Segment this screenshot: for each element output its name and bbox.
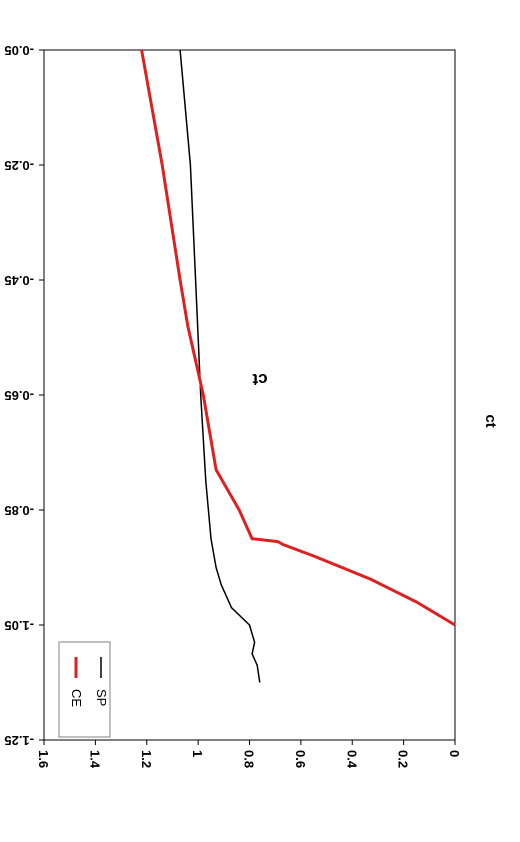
legend-label-ce: CE bbox=[69, 689, 84, 707]
y-tick-label: 1.4 bbox=[87, 750, 102, 769]
y-tick-label: 1.6 bbox=[36, 750, 51, 768]
x-tick-label: -0.85 bbox=[4, 503, 34, 518]
series-line-ce bbox=[140, 49, 456, 627]
y-tick-label: 0.2 bbox=[396, 750, 411, 768]
y-tick-label: 0.8 bbox=[242, 750, 257, 768]
legend-label-sp: SP bbox=[94, 689, 109, 706]
x-tick-label: -0.05 bbox=[4, 43, 34, 58]
y-tick-label: 1 bbox=[190, 750, 205, 757]
x-axis: -1.25 -1.05 -0.85 -0.65 -0.45 -0.25 -0.05 bbox=[4, 43, 44, 748]
y-tick-label: 0.6 bbox=[293, 750, 308, 768]
series-group bbox=[140, 49, 456, 683]
x-tick-label: -1.05 bbox=[4, 618, 34, 633]
series-line-sp bbox=[179, 49, 261, 683]
y-axis-title: ct bbox=[482, 414, 499, 427]
y-tick-label: 1.2 bbox=[139, 750, 154, 768]
legend-entry-sp: SP bbox=[94, 657, 109, 706]
x-tick-label: -0.25 bbox=[4, 158, 34, 173]
legend: SP CE bbox=[58, 641, 111, 738]
x-tick-label: -0.45 bbox=[4, 273, 34, 288]
x-tick-label: -1.25 bbox=[4, 733, 34, 748]
x-tick-label: -0.65 bbox=[4, 388, 34, 403]
y-axis: 0 0.2 0.4 0.6 0.8 1 1.2 1.4 1.6 bbox=[36, 740, 462, 769]
y-tick-label: 0 bbox=[447, 750, 462, 757]
y-tick-label: 0.4 bbox=[344, 750, 359, 769]
legend-entry-ce: CE bbox=[69, 657, 84, 707]
chart-title: ct bbox=[252, 370, 267, 389]
y-axis-title-group: ct bbox=[482, 414, 499, 427]
